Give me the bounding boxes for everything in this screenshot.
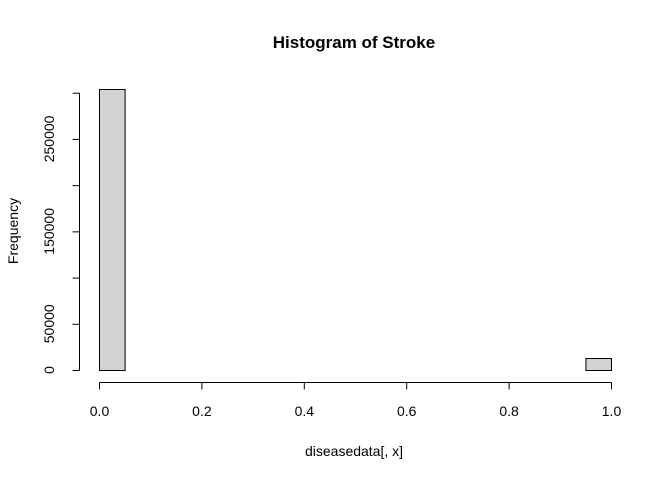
x-tick-label-4: 0.8 [499, 403, 519, 419]
bars-group [99, 89, 613, 371]
y-tick-label-0: 0 [41, 366, 57, 374]
x-axis-label: diseasedata[, x] [305, 443, 403, 459]
x-axis: 0.0 0.2 0.4 0.6 0.8 1.0 [90, 382, 622, 419]
x-tick-label-2: 0.4 [295, 403, 315, 419]
y-tick-label-3: 250000 [41, 115, 57, 162]
x-tick-label-5: 1.0 [602, 403, 622, 419]
histogram-bar-19 [585, 358, 613, 371]
y-axis-label: Frequency [5, 198, 21, 264]
x-tick-label-0: 0.0 [90, 403, 110, 419]
histogram-bar-0 [99, 89, 126, 371]
chart-title: Histogram of Stroke [273, 33, 435, 52]
y-tick-label-2: 150000 [41, 208, 57, 255]
y-axis: 0 50000 150000 250000 [41, 92, 80, 374]
x-tick-label-3: 0.6 [397, 403, 417, 419]
y-tick-label-1: 50000 [41, 304, 57, 343]
x-tick-label-1: 0.2 [192, 403, 212, 419]
